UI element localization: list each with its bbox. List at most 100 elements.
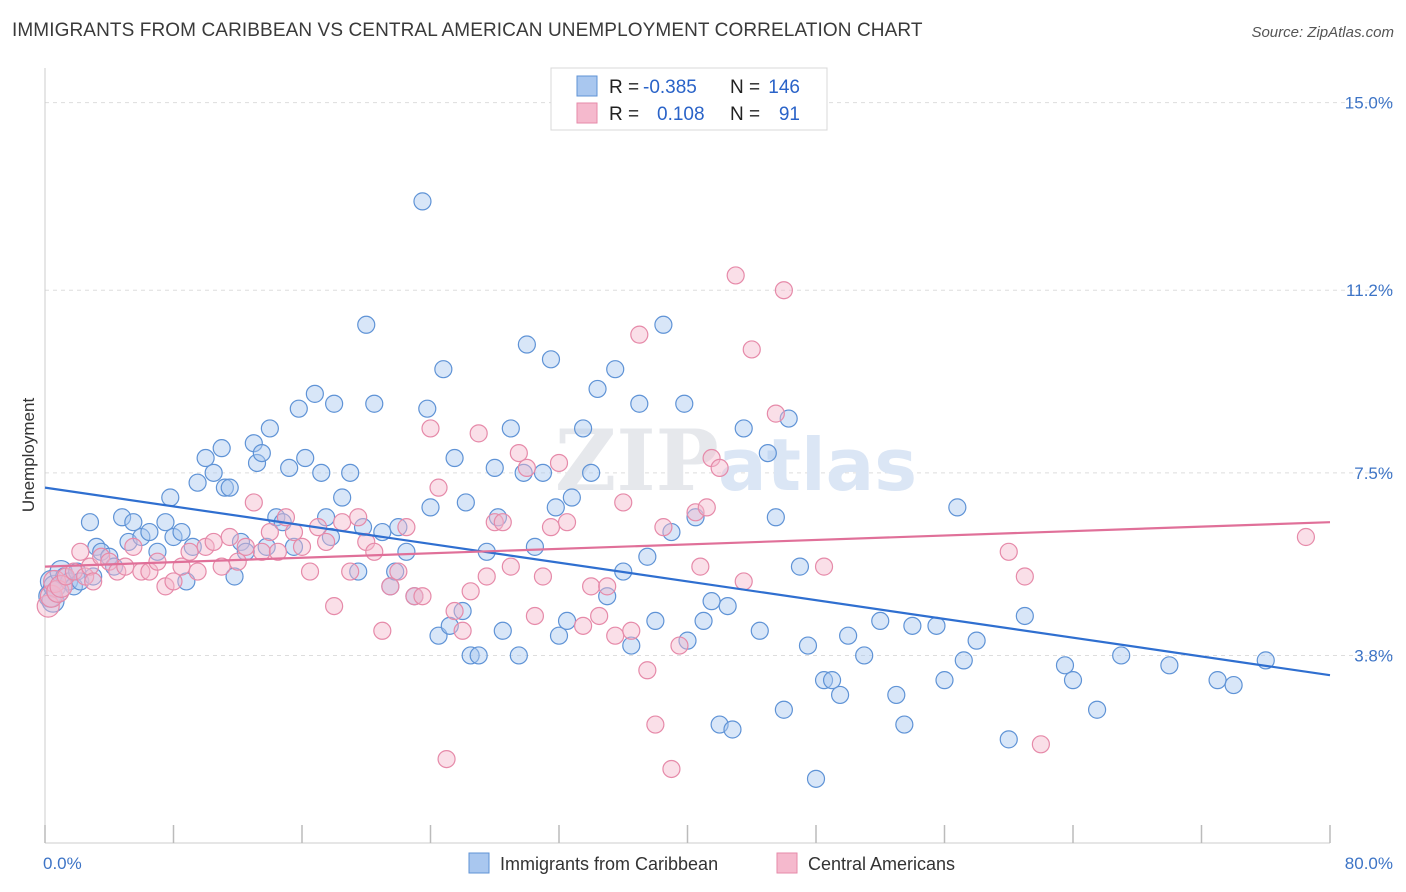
caribbean-point [280, 458, 299, 478]
caribbean-point [124, 513, 143, 532]
central-americans-point [413, 587, 432, 606]
y-tick-label: 7.5% [1354, 464, 1393, 483]
caribbean-point [353, 518, 373, 537]
caribbean-point [413, 192, 432, 211]
caribbean-point [333, 488, 352, 507]
central-americans-point [188, 562, 207, 581]
central-americans-point [71, 542, 90, 561]
caribbean-point [80, 513, 100, 532]
caribbean-point [215, 478, 234, 497]
central-americans-point [244, 493, 263, 512]
caribbean-point [212, 439, 231, 458]
y-tick-label: 11.2% [1346, 281, 1393, 300]
caribbean-point [1087, 700, 1107, 719]
caribbean-point [630, 394, 649, 413]
caribbean-trend-line [44, 486, 1331, 677]
central-americans-point [349, 508, 368, 527]
central-americans-point [373, 621, 392, 640]
caribbean-point [325, 394, 344, 413]
central-americans-point [999, 542, 1018, 561]
caribbean-point [493, 621, 512, 640]
central-americans-point [365, 542, 384, 561]
caribbean-point [533, 463, 553, 482]
central-americans-point [381, 577, 400, 596]
caribbean-point [1112, 646, 1131, 665]
central-americans-point [164, 572, 183, 591]
y-tick-labels: 3.8% 7.5% 11.2% 15.0% [1345, 94, 1393, 666]
caribbean-point [525, 537, 545, 556]
central-americans-point [533, 567, 553, 586]
caribbean-point [935, 671, 954, 690]
central-americans-point [1031, 735, 1050, 754]
caribbean-point [397, 542, 416, 561]
central-americans-point [36, 594, 60, 618]
central-americans-point [697, 498, 716, 517]
caribbean-point [1224, 675, 1243, 695]
caribbean-point [485, 458, 504, 478]
chart-source: Source: ZipAtlas.com [1251, 24, 1394, 41]
caribbean-point [305, 384, 324, 403]
caribbean-point [798, 636, 818, 655]
central-americans-point [292, 537, 312, 556]
caribbean-point [855, 646, 874, 665]
caribbean-point [830, 685, 850, 705]
central-americans-point [429, 478, 448, 497]
caribbean-point [675, 394, 694, 413]
central-americans-point [691, 557, 710, 576]
central-americans-point [116, 557, 135, 576]
caribbean-point [638, 547, 657, 566]
caribbean-point [806, 769, 826, 788]
central-americans-point [814, 557, 834, 576]
caribbean-point [549, 626, 569, 645]
x-tick-label-min: 0.0% [43, 854, 82, 873]
caribbean-point [774, 700, 793, 719]
caribbean-point [140, 522, 159, 542]
caribbean-point [541, 350, 561, 369]
caribbean-point [1015, 606, 1034, 626]
legend-n-label-2: N = [730, 104, 760, 125]
caribbean-point [148, 542, 167, 561]
central-americans-point [774, 281, 793, 300]
central-americans-point [325, 596, 344, 616]
central-americans-point [670, 636, 689, 655]
caribbean-point [546, 498, 565, 517]
caribbean-point [252, 443, 271, 463]
central-americans-point [541, 518, 561, 537]
central-americans-point [341, 562, 360, 581]
central-americans-point [630, 325, 649, 344]
caribbean-point [654, 315, 673, 334]
caribbean-point [156, 513, 175, 532]
caribbean-point [365, 394, 384, 413]
caribbean-point [247, 453, 267, 473]
caribbean-point [718, 596, 737, 616]
caribbean-point [734, 419, 753, 438]
central-americans-point [397, 518, 416, 537]
caribbean-point [927, 616, 946, 635]
central-americans-point [734, 572, 753, 591]
caribbean-point [822, 671, 842, 690]
central-americans-point [654, 518, 673, 537]
caribbean-point [421, 498, 440, 517]
central-americans-point [300, 562, 320, 581]
caribbean-point [895, 715, 914, 734]
caribbean-point [766, 508, 785, 527]
legend-swatch-blue [576, 75, 598, 97]
central-americans-point [268, 542, 288, 561]
axes [44, 68, 1331, 844]
caribbean-point [341, 463, 360, 482]
bottom-legend-label-caribbean: Immigrants from Caribbean [500, 854, 718, 874]
bottom-legend: Immigrants from Caribbean Central Americ… [468, 852, 955, 874]
caribbean-point [1055, 656, 1075, 675]
caribbean-point [509, 646, 528, 665]
caribbean-point [183, 537, 202, 556]
caribbean-point [172, 522, 191, 542]
caribbean-point [871, 611, 890, 631]
y-tick-label: 15.0% [1345, 94, 1393, 113]
caribbean-point [999, 730, 1018, 749]
caribbean-point [1208, 671, 1227, 690]
central-americans-point [180, 542, 199, 561]
grid-lines [45, 102, 1394, 656]
central-americans-point [726, 266, 745, 285]
caribbean-point [204, 463, 223, 482]
